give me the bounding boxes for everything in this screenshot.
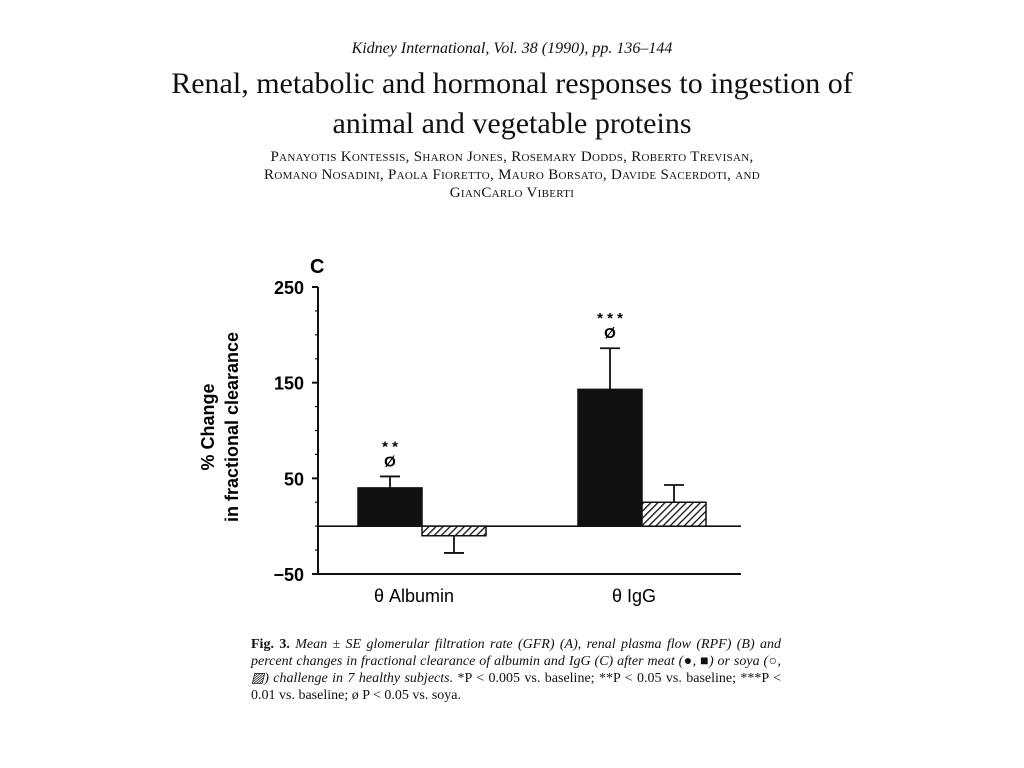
journal-citation: Kidney International, Vol. 38 (1990), pp… — [351, 40, 673, 57]
y-tick-label: 250 — [274, 278, 304, 298]
figure-caption: Fig. 3. Mean ± SE glomerular filtration … — [251, 636, 781, 704]
y-tick-label: −50 — [273, 565, 304, 585]
author-list: Panayotis Kontessis, Sharon Jones, Rosem… — [160, 148, 864, 202]
y-tick-label: 50 — [284, 469, 304, 489]
caption-tail: *P < 0.005 vs. baseline; **P < 0.05 vs. … — [251, 671, 781, 703]
y-tick-label: 150 — [274, 374, 304, 394]
author-line-3: GianCarlo Viberti — [449, 185, 575, 201]
caption-lead: Fig. 3. — [251, 637, 290, 652]
bar-soya — [421, 525, 487, 537]
bar-soya — [641, 501, 707, 527]
chart-axes: −50 50 150 250 — [273, 278, 741, 585]
significance-annotation: Ø — [384, 453, 396, 470]
paper-title: Renal, metabolic and hormonal responses … — [80, 64, 944, 144]
paper-title-line-2: animal and vegetable proteins — [332, 107, 692, 140]
panel-label: C — [310, 256, 324, 278]
bar-meat — [577, 388, 643, 527]
y-axis-label-line-2: in fractional clearance — [222, 332, 242, 522]
author-line-2: Romano Nosadini, Paola Fioretto, Mauro B… — [264, 167, 760, 183]
x-category-label: θ IgG — [612, 586, 656, 606]
significance-annotation: * * — [382, 438, 398, 455]
chart-bars — [357, 347, 707, 554]
significance-annotation: Ø — [604, 325, 616, 342]
paper-title-line-1: Renal, metabolic and hormonal responses … — [171, 67, 853, 100]
author-line-1: Panayotis Kontessis, Sharon Jones, Rosem… — [270, 149, 754, 165]
bar-meat — [357, 487, 423, 527]
caption-body: Mean ± SE glomerular filtration rate (GF… — [251, 637, 781, 686]
x-category-label: θ Albumin — [374, 586, 454, 606]
y-axis-label-line-1: % Change — [198, 383, 218, 470]
significance-annotation: * * * — [597, 310, 623, 327]
